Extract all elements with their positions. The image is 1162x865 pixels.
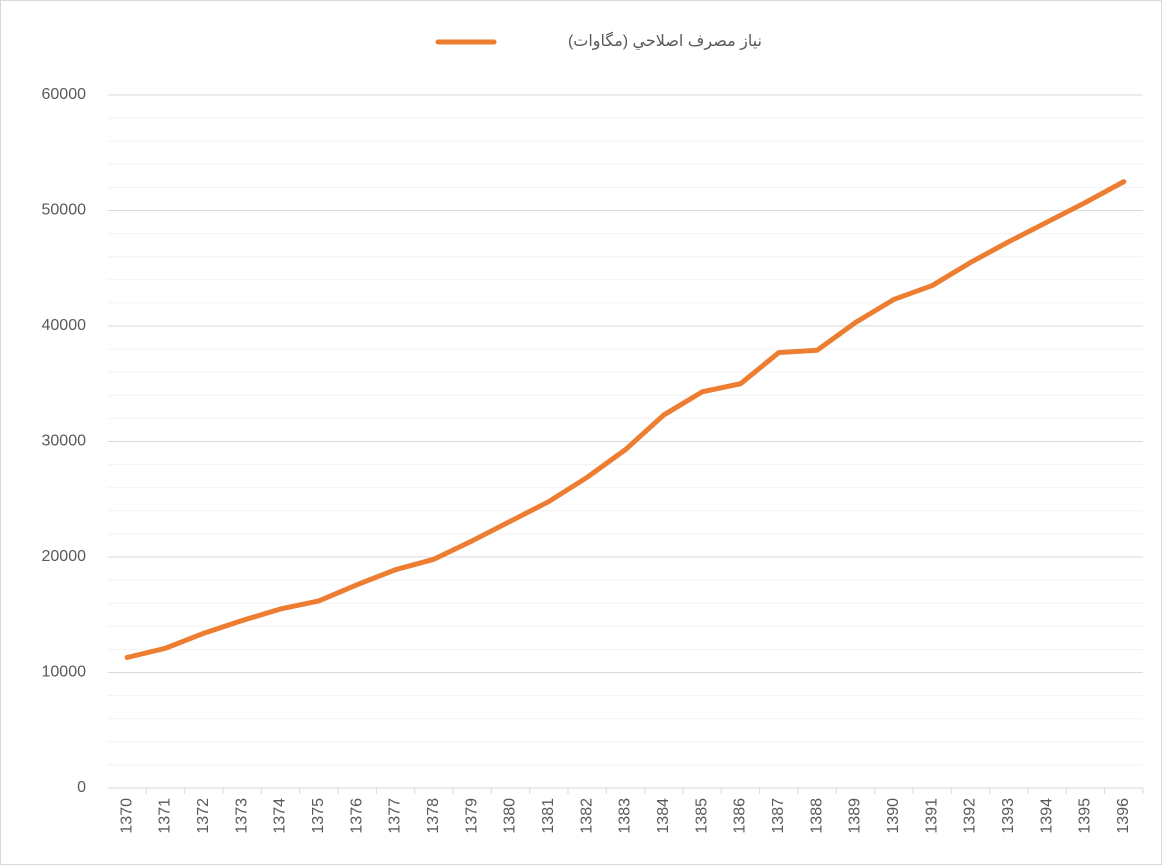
x-tick-label: 1396 xyxy=(1115,798,1132,834)
y-tick-label: 40000 xyxy=(42,317,87,334)
x-tick-label: 1377 xyxy=(387,798,404,834)
x-tick-label: 1371 xyxy=(157,798,174,834)
x-tick-label: 1378 xyxy=(425,798,442,834)
legend-label: نیاز مصرف اصلاحي (مگاوات) xyxy=(568,31,762,51)
x-tick-label: 1391 xyxy=(923,798,940,834)
x-tick-label: 1376 xyxy=(348,798,365,834)
y-tick-label: 60000 xyxy=(42,86,87,103)
x-tick-label: 1385 xyxy=(693,798,710,834)
x-tick-label: 1390 xyxy=(885,798,902,834)
y-tick-label: 0 xyxy=(77,779,86,796)
x-tick-label: 1393 xyxy=(1000,798,1017,834)
x-tick-label: 1388 xyxy=(808,798,825,834)
x-tick-label: 1374 xyxy=(272,798,289,834)
x-tick-label: 1380 xyxy=(502,798,519,834)
x-tick-label: 1370 xyxy=(118,798,135,834)
x-tick-label: 1386 xyxy=(732,798,749,834)
x-tick-label: 1383 xyxy=(617,798,634,834)
x-tick-label: 1372 xyxy=(195,798,212,834)
x-tick-label: 1384 xyxy=(655,798,672,834)
y-tick-label: 50000 xyxy=(42,202,87,219)
x-tick-label: 1389 xyxy=(847,798,864,834)
data-line xyxy=(124,179,1127,660)
y-tick-label: 30000 xyxy=(42,433,87,450)
x-tick-label: 1392 xyxy=(962,798,979,834)
x-tick-label: 1381 xyxy=(540,798,557,834)
y-tick-label: 10000 xyxy=(42,664,87,681)
x-tick-label: 1395 xyxy=(1077,798,1094,834)
x-tick-label: 1382 xyxy=(578,798,595,834)
x-tick-label: 1379 xyxy=(463,798,480,834)
x-tick-label: 1375 xyxy=(310,798,327,834)
x-tick-label: 1373 xyxy=(233,798,250,834)
x-tick-label: 1394 xyxy=(1038,798,1055,834)
y-tick-label: 20000 xyxy=(42,548,87,565)
x-tick-label: 1387 xyxy=(770,798,787,834)
